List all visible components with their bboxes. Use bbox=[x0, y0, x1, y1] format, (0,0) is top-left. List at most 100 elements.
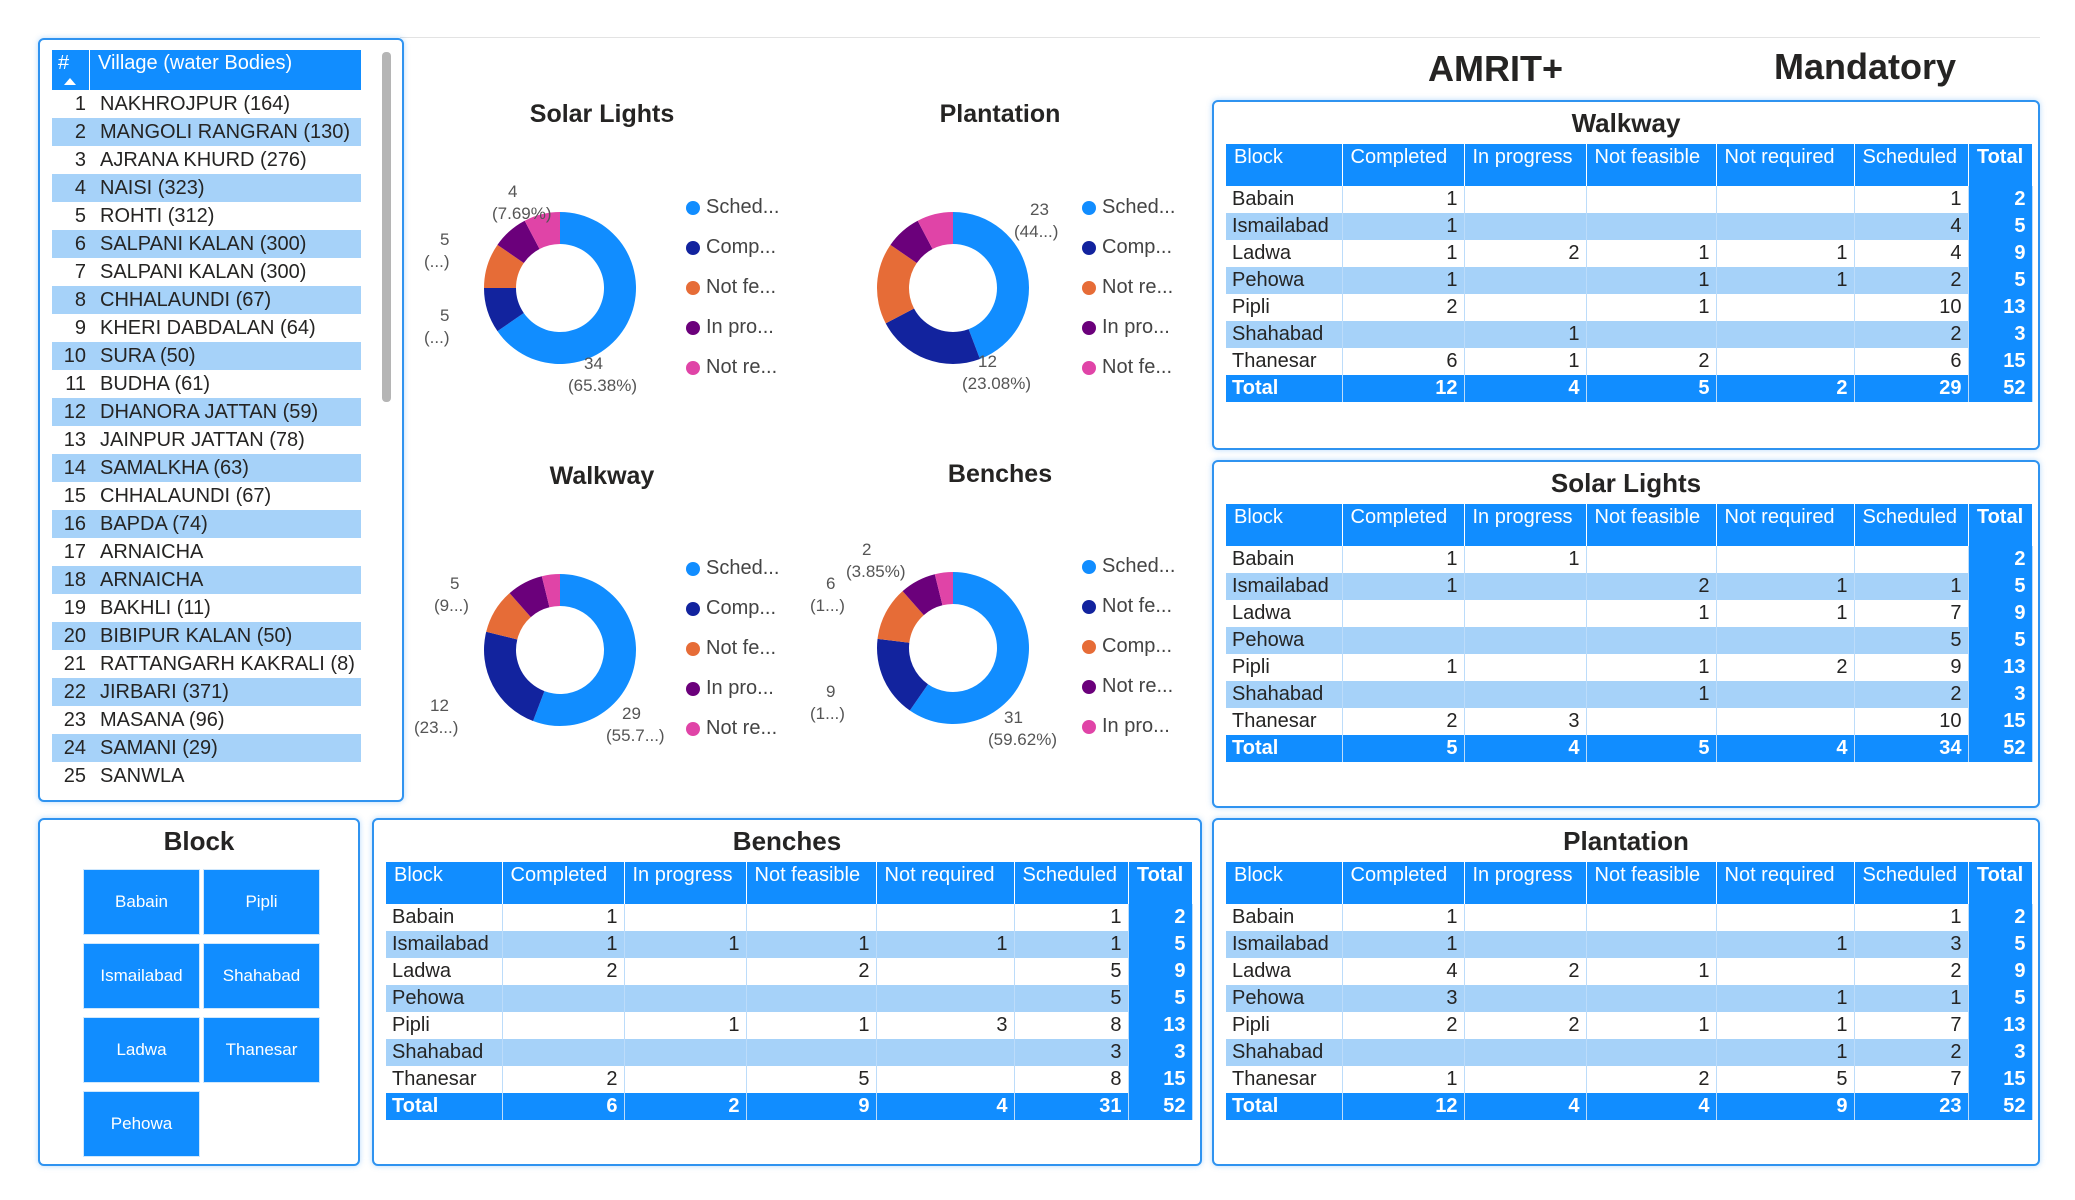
village-row[interactable]: 12 DHANORA JATTAN (59) bbox=[52, 398, 361, 426]
donut-slice[interactable] bbox=[877, 591, 924, 643]
village-row[interactable]: 4 NAISI (323) bbox=[52, 174, 361, 202]
donut-slice[interactable] bbox=[484, 288, 524, 332]
column-header-total[interactable]: Total bbox=[1968, 862, 2033, 904]
village-row[interactable]: 8 CHHALAUNDI (67) bbox=[52, 286, 361, 314]
legend-item[interactable]: Comp... bbox=[686, 236, 776, 259]
village-row[interactable]: 1 NAKHROJPUR (164) bbox=[52, 90, 361, 118]
column-header-completed[interactable]: Completed bbox=[1342, 144, 1465, 186]
legend-item[interactable]: In pro... bbox=[1082, 316, 1170, 339]
column-header-completed[interactable]: Completed bbox=[502, 862, 625, 904]
block-button-pehowa[interactable]: Pehowa bbox=[84, 1092, 199, 1156]
legend-item[interactable]: In pro... bbox=[686, 316, 774, 339]
donut-slice[interactable] bbox=[533, 574, 636, 726]
legend-item[interactable]: Not re... bbox=[686, 356, 777, 379]
village-row[interactable]: 11 BUDHA (61) bbox=[52, 370, 361, 398]
block-button-thanesar[interactable]: Thanesar bbox=[204, 1018, 319, 1082]
column-header-completed[interactable]: Completed bbox=[1342, 862, 1465, 904]
column-header-completed[interactable]: Completed bbox=[1342, 504, 1465, 546]
donut-slice[interactable] bbox=[509, 576, 550, 618]
legend-item[interactable]: Not re... bbox=[1082, 276, 1173, 299]
donut-slice[interactable] bbox=[885, 308, 980, 364]
donut-slice[interactable] bbox=[934, 572, 953, 606]
donut-slice[interactable] bbox=[902, 574, 943, 616]
donut-slice[interactable] bbox=[953, 212, 1029, 360]
legend-item[interactable]: Not re... bbox=[686, 717, 777, 740]
legend-item[interactable]: Comp... bbox=[1082, 236, 1172, 259]
village-row[interactable]: 6 SALPANI KALAN (300) bbox=[52, 230, 361, 258]
donut-slice[interactable] bbox=[917, 212, 953, 250]
village-row[interactable]: 16 BAPDA (74) bbox=[52, 510, 361, 538]
village-row[interactable]: 21 RATTANGARH KAKRALI (8) bbox=[52, 650, 361, 678]
donut-slice[interactable] bbox=[497, 212, 636, 364]
column-header-total[interactable]: Total bbox=[1968, 504, 2033, 546]
donut-slice[interactable] bbox=[497, 220, 540, 264]
donut-slice[interactable] bbox=[484, 631, 545, 722]
column-header-block[interactable]: Block bbox=[386, 862, 503, 904]
column-header-block[interactable]: Block bbox=[1226, 504, 1343, 546]
donut-slice[interactable] bbox=[484, 244, 524, 288]
village-row[interactable]: 19 BAKHLI (11) bbox=[52, 594, 361, 622]
block-button-pipli[interactable]: Pipli bbox=[204, 870, 319, 934]
block-button-ismailabad[interactable]: Ismailabad bbox=[84, 944, 199, 1008]
village-row[interactable]: 20 BIBIPUR KALAN (50) bbox=[52, 622, 361, 650]
donut-slice[interactable] bbox=[877, 638, 929, 711]
donut-slice[interactable] bbox=[877, 244, 917, 324]
donut-slice[interactable] bbox=[890, 220, 933, 264]
village-row[interactable]: 7 SALPANI KALAN (300) bbox=[52, 258, 361, 286]
donut-slice[interactable] bbox=[486, 593, 531, 640]
donut-slice[interactable] bbox=[541, 574, 560, 608]
legend-item[interactable]: In pro... bbox=[1082, 715, 1170, 738]
column-header-not-feasible[interactable]: Not feasible bbox=[1586, 144, 1717, 186]
column-header-not-feasible[interactable]: Not feasible bbox=[746, 862, 877, 904]
legend-item[interactable]: In pro... bbox=[686, 677, 774, 700]
block-button-ladwa[interactable]: Ladwa bbox=[84, 1018, 199, 1082]
column-header-scheduled[interactable]: Scheduled bbox=[1854, 862, 1969, 904]
legend-item[interactable]: Sched... bbox=[686, 196, 779, 219]
col-village-header[interactable]: Village (water Bodies) bbox=[98, 52, 293, 74]
legend-item[interactable]: Sched... bbox=[686, 557, 779, 580]
block-button-babain[interactable]: Babain bbox=[84, 870, 199, 934]
column-header-in-progress[interactable]: In progress bbox=[1464, 144, 1587, 186]
column-header-not-required[interactable]: Not required bbox=[1716, 504, 1855, 546]
column-header-scheduled[interactable]: Scheduled bbox=[1014, 862, 1129, 904]
donut-chart[interactable] bbox=[482, 572, 638, 728]
column-header-in-progress[interactable]: In progress bbox=[1464, 862, 1587, 904]
column-header-in-progress[interactable]: In progress bbox=[1464, 504, 1587, 546]
village-row[interactable]: 9 KHERI DABDALAN (64) bbox=[52, 314, 361, 342]
legend-item[interactable]: Not re... bbox=[1082, 675, 1173, 698]
village-row[interactable]: 10 SURA (50) bbox=[52, 342, 361, 370]
column-header-not-required[interactable]: Not required bbox=[1716, 862, 1855, 904]
column-header-total[interactable]: Total bbox=[1128, 862, 1193, 904]
village-row[interactable]: 13 JAINPUR JATTAN (78) bbox=[52, 426, 361, 454]
donut-chart[interactable] bbox=[875, 210, 1031, 366]
legend-item[interactable]: Not fe... bbox=[1082, 356, 1172, 379]
village-row[interactable]: 17 ARNAICHA bbox=[52, 538, 361, 566]
legend-item[interactable]: Not fe... bbox=[686, 276, 776, 299]
donut-chart[interactable] bbox=[875, 570, 1031, 726]
village-row[interactable]: 14 SAMALKHA (63) bbox=[52, 454, 361, 482]
village-row[interactable]: 5 ROHTI (312) bbox=[52, 202, 361, 230]
village-row[interactable]: 3 AJRANA KHURD (276) bbox=[52, 146, 361, 174]
legend-item[interactable]: Not fe... bbox=[686, 637, 776, 660]
legend-item[interactable]: Comp... bbox=[1082, 635, 1172, 658]
legend-item[interactable]: Sched... bbox=[1082, 555, 1175, 578]
donut-slice[interactable] bbox=[909, 572, 1029, 724]
column-header-block[interactable]: Block bbox=[1226, 144, 1343, 186]
col-number-header[interactable]: # bbox=[52, 50, 90, 90]
column-header-not-feasible[interactable]: Not feasible bbox=[1586, 504, 1717, 546]
village-list-scrollbar[interactable] bbox=[382, 52, 391, 402]
legend-item[interactable]: Comp... bbox=[686, 597, 776, 620]
legend-item[interactable]: Not fe... bbox=[1082, 595, 1172, 618]
village-row[interactable]: 24 SAMANI (29) bbox=[52, 734, 361, 762]
village-row[interactable]: 18 ARNAICHA bbox=[52, 566, 361, 594]
donut-chart[interactable] bbox=[482, 210, 638, 366]
column-header-scheduled[interactable]: Scheduled bbox=[1854, 504, 1969, 546]
village-row[interactable]: 25 SANWLA bbox=[52, 762, 361, 790]
column-header-block[interactable]: Block bbox=[1226, 862, 1343, 904]
column-header-total[interactable]: Total bbox=[1968, 144, 2033, 186]
village-row[interactable]: 23 MASANA (96) bbox=[52, 706, 361, 734]
column-header-not-required[interactable]: Not required bbox=[876, 862, 1015, 904]
column-header-in-progress[interactable]: In progress bbox=[624, 862, 747, 904]
donut-slice[interactable] bbox=[524, 212, 560, 250]
column-header-not-feasible[interactable]: Not feasible bbox=[1586, 862, 1717, 904]
